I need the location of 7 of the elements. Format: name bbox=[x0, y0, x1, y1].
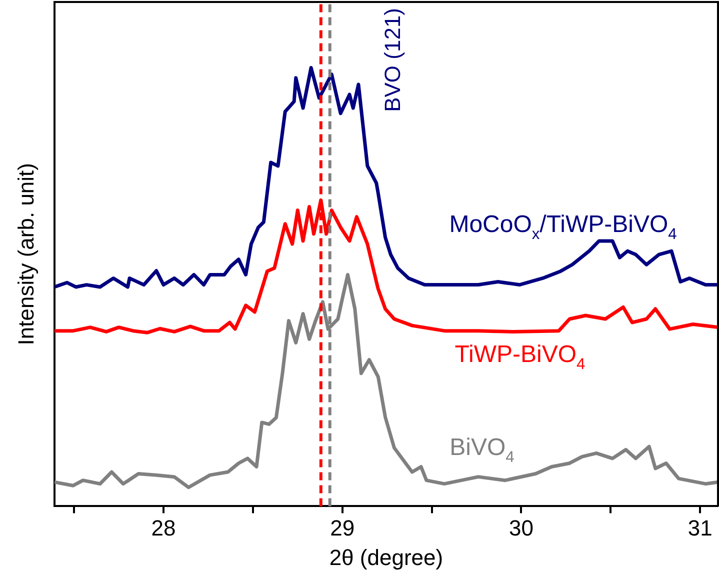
x-tick-label: 31 bbox=[688, 515, 712, 540]
y-axis-title: Intensity (arb. unit) bbox=[13, 163, 38, 346]
x-tick-label: 29 bbox=[330, 515, 355, 540]
x-tick-label: 28 bbox=[151, 515, 176, 540]
x-axis-title: 2θ (degree) bbox=[329, 544, 444, 570]
x-tick-label: 30 bbox=[509, 515, 534, 540]
annotation: BVO (121) bbox=[380, 8, 405, 112]
